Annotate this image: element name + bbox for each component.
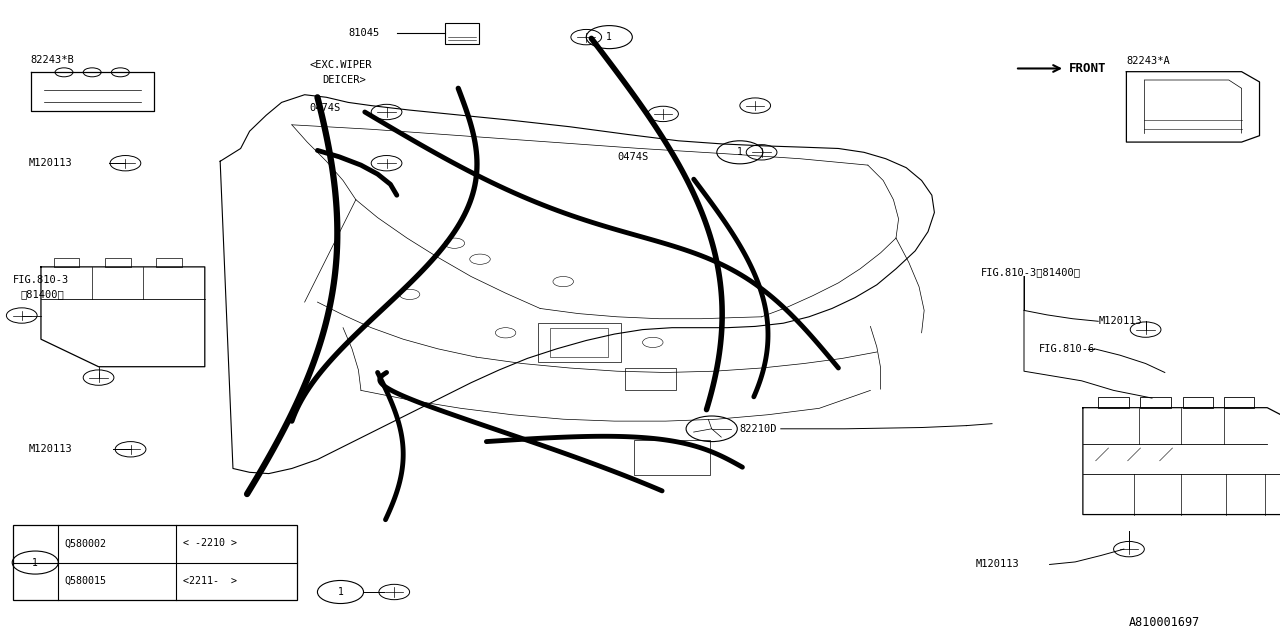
Text: 〈81400〉: 〈81400〉 (20, 289, 64, 300)
Text: <EXC.WIPER: <EXC.WIPER (310, 60, 372, 70)
Bar (550, 328, 608, 357)
Text: FIG.810-3〈81400〉: FIG.810-3〈81400〉 (980, 267, 1080, 277)
Text: 82243*B: 82243*B (31, 54, 74, 65)
Text: M120113: M120113 (975, 559, 1019, 570)
Bar (1224, 397, 1254, 408)
Text: M120113: M120113 (1098, 316, 1142, 326)
Bar (1098, 397, 1129, 408)
Bar (105, 258, 131, 267)
Text: 0474S: 0474S (310, 102, 340, 113)
Text: <2211-  >: <2211- > (183, 576, 237, 586)
Bar (445, 23, 479, 44)
Text: FRONT: FRONT (1069, 62, 1106, 75)
Text: A810001697: A810001697 (1129, 616, 1201, 628)
Bar (1140, 397, 1171, 408)
Bar (1183, 397, 1213, 408)
Text: 1: 1 (338, 587, 343, 597)
Text: < -2210 >: < -2210 > (183, 538, 237, 548)
Text: 81045: 81045 (348, 28, 379, 38)
Text: FIG.810-6: FIG.810-6 (1039, 344, 1096, 354)
Bar (625, 368, 676, 390)
Text: Q580002: Q580002 (64, 538, 106, 548)
Bar (156, 258, 182, 267)
Text: 82243*A: 82243*A (1126, 56, 1170, 66)
Bar (13, 525, 297, 600)
Text: FIG.810-3: FIG.810-3 (13, 275, 69, 285)
Bar (634, 440, 710, 475)
Bar (54, 258, 79, 267)
Text: DEICER>: DEICER> (323, 75, 366, 85)
Bar (538, 323, 621, 362)
Text: 1: 1 (737, 147, 742, 157)
Text: M120113: M120113 (28, 158, 72, 168)
Text: 0474S: 0474S (617, 152, 648, 162)
Text: Q580015: Q580015 (64, 576, 106, 586)
Text: 1: 1 (32, 557, 38, 568)
Text: M120113: M120113 (28, 444, 72, 454)
Text: 1: 1 (607, 32, 612, 42)
Text: 82210D: 82210D (740, 424, 777, 434)
